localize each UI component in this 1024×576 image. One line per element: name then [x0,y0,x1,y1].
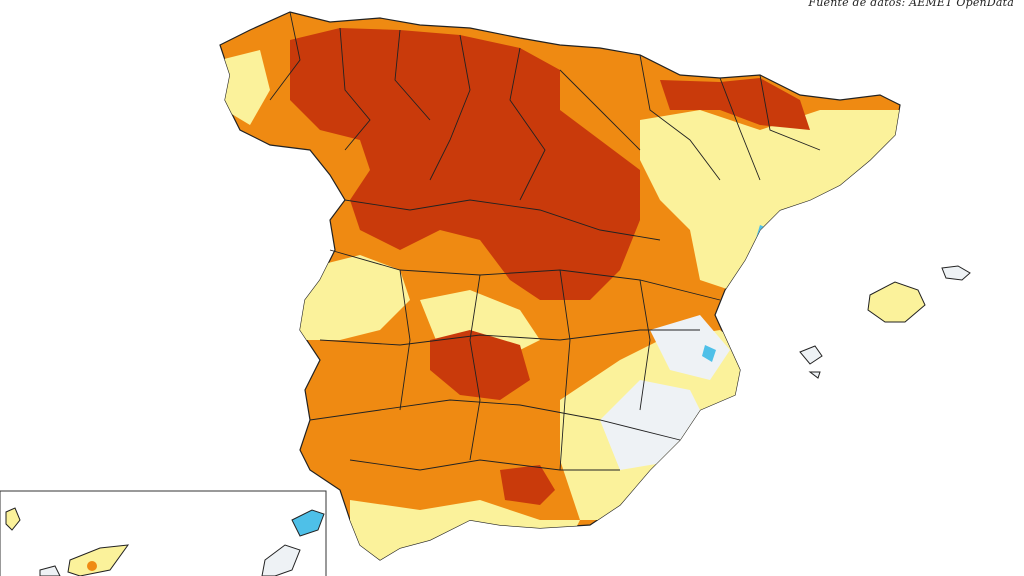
zone-very-high-la-mancha [430,330,530,400]
formentera [808,371,821,379]
tenerife [67,544,130,576]
zone-very-low-levante [650,315,730,380]
la-palma [5,507,21,531]
balearic-islands [799,265,971,379]
gran-canaria [39,565,61,576]
ibiza [799,345,823,365]
mallorca [867,281,926,323]
zone-low-west [300,255,410,340]
province-borders [269,11,821,471]
fuerteventura [261,544,301,576]
peninsula [219,11,901,561]
lanzarote [291,509,325,537]
inset-frame [0,490,327,576]
teide-anomaly [87,561,97,571]
menorca [941,265,971,281]
zone-very-high-north [290,28,640,300]
canary-islands-inset [0,490,327,576]
zone-wet-levante-coast [702,345,716,362]
zone-very-high-pyrenees [660,78,810,130]
source-credit: Fuente de datos: AEMET OpenData [808,0,1014,9]
zone-very-high-granada [500,465,555,505]
zone-low-galicia [220,50,270,125]
